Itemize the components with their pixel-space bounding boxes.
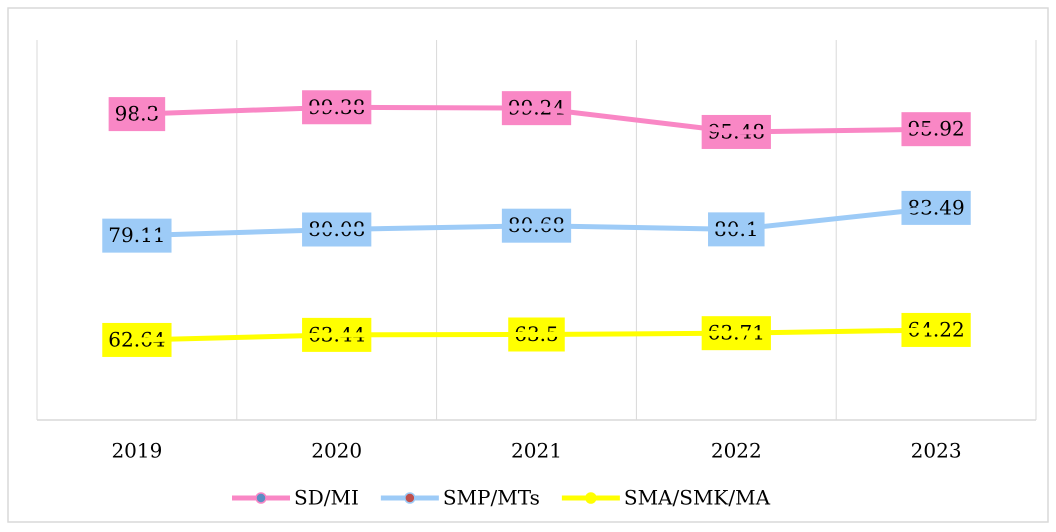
legend-marker xyxy=(585,492,597,504)
legend-label: SD/MI xyxy=(294,486,359,510)
x-tick-label: 2020 xyxy=(311,439,362,463)
legend-label: SMP/MTs xyxy=(443,486,540,510)
legend-label: SMA/SMK/MA xyxy=(624,486,771,510)
legend-marker xyxy=(404,492,416,504)
legend: SD/MI SMP/MTs SMA/SMK/MA xyxy=(232,486,771,510)
series-line xyxy=(136,205,937,239)
series-line xyxy=(136,104,937,135)
x-tick-label: 2019 xyxy=(111,439,162,463)
legend-marker xyxy=(255,492,267,504)
series-line xyxy=(136,327,937,343)
x-tick-label: 2023 xyxy=(911,439,962,463)
x-tick-label: 2021 xyxy=(511,439,562,463)
x-tick-label: 2022 xyxy=(711,439,762,463)
data-label-text: 83.49 xyxy=(907,195,964,219)
